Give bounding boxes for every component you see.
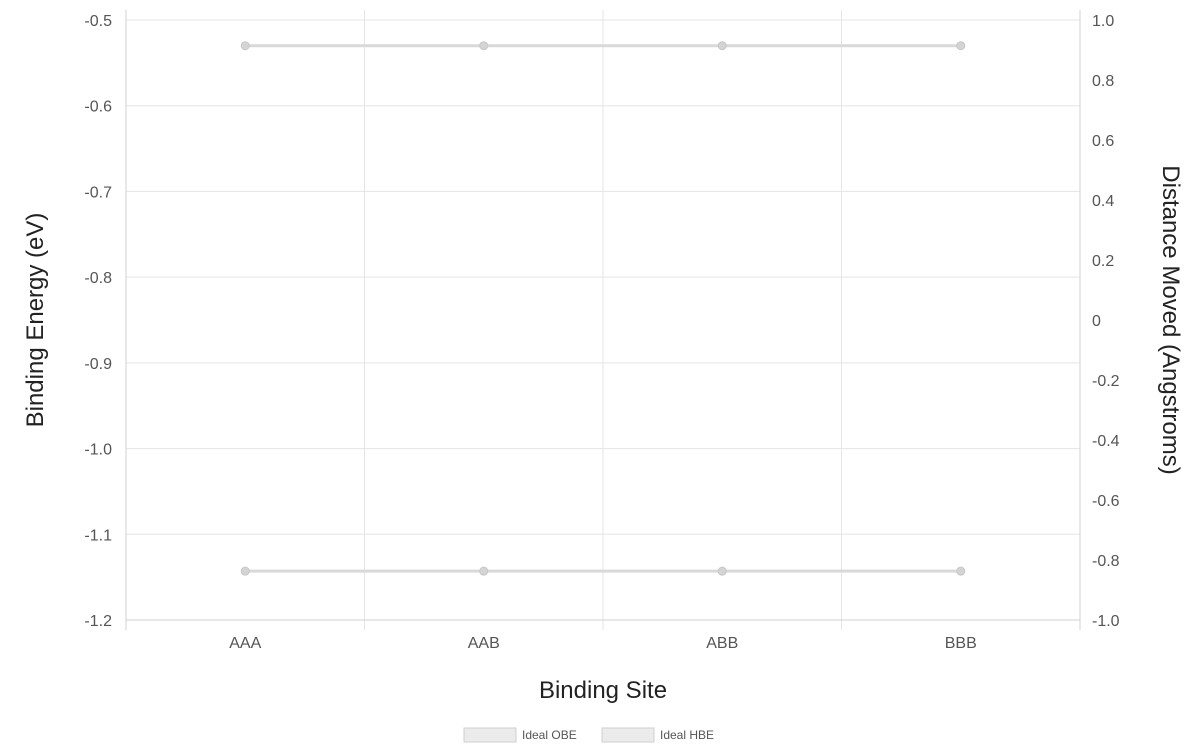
y2-tick-labels: 1.0 0.8 0.6 0.4 0.2 0 -0.2 -0.4 -0.6 -0.8 -1.0 bbox=[1092, 13, 1120, 630]
data-point bbox=[240, 41, 250, 51]
data-point bbox=[956, 566, 966, 576]
data-point bbox=[717, 41, 727, 51]
y2-axis-title: Distance Moved (Angstroms) bbox=[1157, 165, 1184, 474]
y2-tick-label: -0.6 bbox=[1092, 493, 1120, 510]
x-tick-label: BBB bbox=[945, 635, 977, 652]
series-layer bbox=[240, 41, 966, 576]
y2-tick-label: -0.4 bbox=[1092, 433, 1120, 450]
gridlines bbox=[125, 10, 1081, 630]
x-tick-label: AAB bbox=[468, 635, 500, 652]
y-tick-label: -1.2 bbox=[84, 613, 112, 630]
y2-tick-label: -0.8 bbox=[1092, 553, 1120, 570]
y2-tick-label: -0.2 bbox=[1092, 373, 1120, 390]
x-tick-labels: AAA AAB ABB BBB bbox=[229, 635, 977, 652]
data-point bbox=[717, 566, 727, 576]
y-tick-label: -0.8 bbox=[84, 270, 112, 287]
legend-swatch bbox=[463, 727, 517, 743]
y-tick-label: -0.9 bbox=[84, 356, 112, 373]
legend: Ideal OBE Ideal HBE bbox=[463, 727, 714, 743]
legend-label: Ideal HBE bbox=[660, 728, 714, 742]
x-axis-title: Binding Site bbox=[539, 677, 667, 704]
y2-tick-label: 0.6 bbox=[1092, 133, 1114, 150]
y2-tick-label: 0.8 bbox=[1092, 73, 1114, 90]
legend-label: Ideal OBE bbox=[522, 728, 577, 742]
legend-swatch bbox=[601, 727, 655, 743]
y-tick-labels: -0.5 -0.6 -0.7 -0.8 -0.9 -1.0 -1.1 -1.2 bbox=[84, 13, 112, 630]
axes bbox=[125, 10, 1081, 630]
data-point bbox=[240, 566, 250, 576]
data-point bbox=[479, 41, 489, 51]
y-tick-label: -0.7 bbox=[84, 184, 112, 201]
y2-tick-label: -1.0 bbox=[1092, 613, 1120, 630]
data-point bbox=[956, 41, 966, 51]
data-point bbox=[479, 566, 489, 576]
y2-tick-label: 1.0 bbox=[1092, 13, 1114, 30]
y-tick-label: -1.1 bbox=[84, 527, 112, 544]
y2-tick-label: 0.4 bbox=[1092, 193, 1114, 210]
y2-tick-label: 0 bbox=[1092, 313, 1101, 330]
x-tick-label: AAA bbox=[229, 635, 261, 652]
y-tick-label: -0.5 bbox=[84, 13, 112, 30]
y2-tick-label: 0.2 bbox=[1092, 253, 1114, 270]
y-tick-label: -0.6 bbox=[84, 99, 112, 116]
x-tick-label: ABB bbox=[706, 635, 738, 652]
y-tick-label: -1.0 bbox=[84, 442, 112, 459]
y-axis-title: Binding Energy (eV) bbox=[22, 213, 49, 428]
